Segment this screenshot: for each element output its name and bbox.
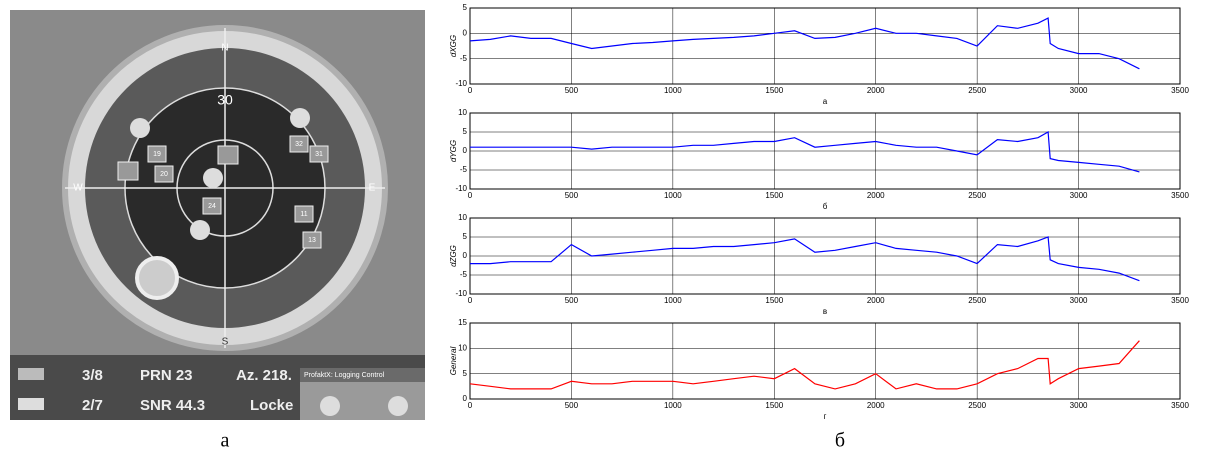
x-tick-label: 500 [565, 401, 579, 410]
sat-number: 19 [153, 151, 161, 158]
elevation-label: 30 [217, 92, 233, 108]
y-tick-label: 5 [463, 232, 468, 241]
y-tick-label: 0 [463, 394, 468, 403]
x-tick-label: 0 [468, 191, 473, 200]
y-tick-label: 10 [458, 108, 467, 117]
x-tick-label: 1000 [664, 191, 682, 200]
x-tick-label: 3500 [1171, 401, 1189, 410]
plot-frame [469, 322, 1181, 400]
prn: PRN 23 [140, 367, 193, 384]
y-axis-label: General [449, 347, 458, 376]
y-tick-label: -5 [460, 270, 468, 279]
sat-ball [130, 118, 150, 138]
x-tick-label: 3500 [1171, 296, 1189, 305]
y-tick-label: -5 [460, 165, 468, 174]
y-tick-label: 5 [463, 127, 468, 136]
data-line [470, 236, 1140, 282]
x-tick-label: 2000 [867, 296, 885, 305]
x-axis-label: в [823, 307, 827, 316]
y-tick-label: 5 [463, 369, 468, 378]
y-tick-label: -10 [455, 184, 467, 193]
flag-icon [18, 398, 44, 410]
x-tick-label: 3000 [1070, 296, 1088, 305]
x-tick-label: 500 [565, 86, 579, 95]
sat-number: 13 [308, 237, 316, 244]
x-tick-label: 2000 [867, 191, 885, 200]
compass-s: S [222, 337, 229, 348]
y-axis-label: dYGG [449, 140, 458, 162]
sat-number: 11 [300, 211, 307, 218]
popup-button[interactable] [388, 396, 408, 416]
x-tick-label: 3000 [1070, 401, 1088, 410]
x-tick-label: 1000 [664, 401, 682, 410]
sat-count: 3/8 [82, 367, 103, 384]
sat-number: 20 [160, 171, 168, 178]
y-tick-label: -5 [460, 54, 468, 63]
x-tick-label: 0 [468, 86, 473, 95]
x-tick-label: 3000 [1070, 86, 1088, 95]
sat-number: 32 [295, 141, 303, 148]
x-axis-label: а [823, 97, 828, 106]
compass-e: E [369, 183, 376, 194]
satellite-icons [117, 135, 329, 249]
data-line [469, 340, 1140, 390]
x-tick-label: 3000 [1070, 191, 1088, 200]
y-tick-label: -10 [455, 289, 467, 298]
sat-ball-large [135, 256, 179, 300]
flag-icon [18, 368, 44, 380]
y-tick-label: 0 [463, 28, 468, 37]
x-tick-label: 1500 [765, 86, 783, 95]
y-tick-label: -10 [455, 79, 467, 88]
x-tick-label: 3500 [1171, 191, 1189, 200]
popup-title: ProfaktX: Logging Control [304, 372, 385, 379]
popup-button[interactable] [320, 396, 340, 416]
x-axis-label: б [823, 202, 828, 211]
y-tick-label: 0 [463, 251, 468, 260]
snr: SNR 44.3 [140, 397, 205, 414]
y-tick-label: 0 [463, 146, 468, 155]
x-tick-label: 1000 [664, 296, 682, 305]
sat-number: 31 [315, 151, 323, 158]
x-tick-label: 1500 [765, 401, 783, 410]
caption: б [835, 430, 845, 452]
x-tick-label: 500 [565, 296, 579, 305]
x-tick-label: 3500 [1171, 86, 1189, 95]
sat-ball [190, 220, 210, 240]
x-axis-label: г [824, 412, 827, 421]
x-tick-label: 1500 [765, 191, 783, 200]
sat-count: 2/7 [82, 397, 103, 414]
plot-frame [469, 7, 1181, 85]
x-tick-label: 2000 [867, 401, 885, 410]
x-tick-label: 2500 [968, 86, 986, 95]
lock-state: Locke [250, 397, 293, 414]
popup-titlebar [300, 368, 425, 382]
x-tick-label: 500 [565, 191, 579, 200]
y-tick-label: 10 [458, 343, 467, 352]
y-axis-label: dZGG [449, 245, 458, 267]
data-line [470, 131, 1140, 173]
x-tick-label: 2500 [968, 191, 986, 200]
y-tick-label: 15 [458, 318, 467, 327]
x-tick-label: 0 [468, 401, 473, 410]
compass-w: W [73, 183, 83, 194]
data-line [469, 17, 1140, 70]
sat-number: 24 [208, 203, 216, 210]
sat-ball [290, 108, 310, 128]
azimuth: Az. 218. [236, 367, 292, 384]
y-tick-label: 10 [458, 213, 467, 222]
compass-n: N [221, 43, 228, 54]
x-tick-label: 2500 [968, 296, 986, 305]
y-tick-label: 5 [463, 3, 468, 12]
y-axis-label: dXGG [449, 35, 458, 57]
x-tick-label: 1000 [664, 86, 682, 95]
x-tick-label: 2000 [867, 86, 885, 95]
skyplot-screenshot: 30 N E S W 19 20 24 32 31 11 13 3/8 PRN … [10, 10, 425, 452]
sat-ball [203, 168, 223, 188]
x-tick-label: 1500 [765, 296, 783, 305]
x-tick-label: 0 [468, 296, 473, 305]
x-tick-label: 2500 [968, 401, 986, 410]
caption: а [221, 430, 230, 452]
